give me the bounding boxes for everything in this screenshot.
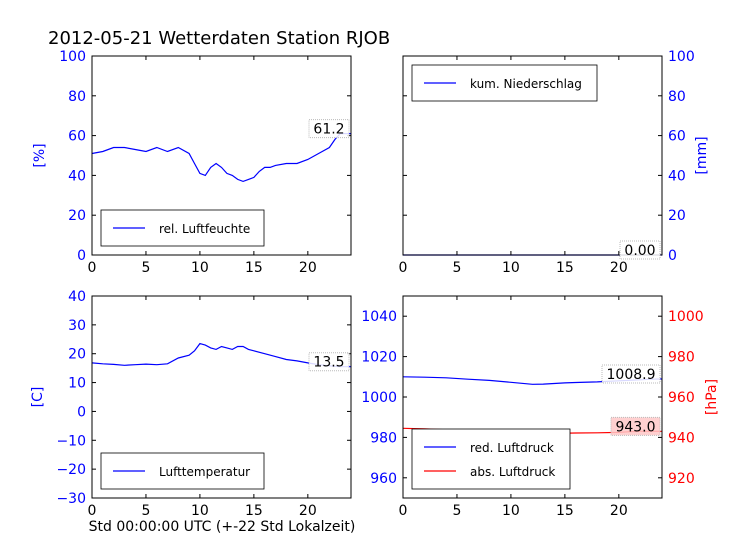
x-tick-label-precipitation-3: 15 bbox=[556, 260, 574, 276]
x-tick-label-temperature-0: 0 bbox=[88, 503, 97, 519]
chart-humidity: 0 5 10 15 20 0 20 40 60 80 100 [%] 61.2 rel. Luftfeuc… bbox=[32, 49, 352, 276]
x-tick-label-temperature-4: 20 bbox=[299, 503, 317, 519]
x-tick-label-precipitation-4: 20 bbox=[610, 260, 628, 276]
x-tick-label-precipitation-1: 5 bbox=[452, 260, 461, 276]
x-tick-label-humidity-4: 20 bbox=[299, 260, 317, 276]
y2-tick-label-pressure-1: 940 bbox=[668, 430, 695, 446]
y-tick-label-humidity-1: 20 bbox=[68, 208, 86, 224]
y-axis-label-temperature: [C] bbox=[30, 387, 46, 408]
y-tick-label-humidity-2: 40 bbox=[68, 168, 86, 184]
x-tick-label-precipitation-0: 0 bbox=[399, 260, 408, 276]
legend-label-precipitation-0: kum. Niederschlag bbox=[470, 77, 582, 91]
plot-frame-humidity bbox=[91, 55, 352, 256]
y2-tick-label-pressure-3: 980 bbox=[668, 350, 695, 366]
x-tick-label-precipitation-2: 10 bbox=[502, 260, 520, 276]
legend-label-humidity-0: rel. Luftfeuchte bbox=[159, 222, 250, 236]
y-tick-label-temperature-7: 40 bbox=[68, 289, 86, 305]
figure-title: 2012-05-21 Wetterdaten Station RJOB bbox=[48, 28, 390, 49]
y-tick-label-precipitation-0: 0 bbox=[668, 248, 677, 264]
value-label-box-pressure-0 bbox=[601, 364, 661, 384]
y-tick-label-temperature-5: 20 bbox=[68, 347, 86, 363]
y-tick-label-precipitation-1: 20 bbox=[668, 208, 686, 224]
value-label-temperature-0: 13.5 bbox=[313, 355, 344, 371]
chart-precipitation: 0 5 10 15 20 0 20 40 60 80 100 [mm] 0.00 kum. Nieders… bbox=[399, 49, 710, 276]
y-tick-label-temperature-3: 0 bbox=[77, 404, 86, 420]
y-tick-label-pressure-3: 1020 bbox=[361, 350, 397, 366]
y-tick-label-precipitation-2: 40 bbox=[668, 168, 686, 184]
y-tick-label-humidity-5: 100 bbox=[59, 49, 86, 65]
y-tick-label-humidity-3: 60 bbox=[68, 129, 86, 145]
y-tick-label-pressure-1: 980 bbox=[370, 430, 397, 446]
series-line-humidity-0 bbox=[91, 133, 351, 183]
x-tick-label-humidity-3: 15 bbox=[245, 260, 263, 276]
series-line-temperature-0 bbox=[91, 342, 351, 368]
y-tick-label-temperature-0: −30 bbox=[56, 491, 86, 507]
figure-xlabel: Std 00:00:00 UTC (+-22 Std Lokalzeit) bbox=[89, 519, 356, 535]
y-axis-label-humidity: [%] bbox=[32, 143, 48, 167]
value-label-pressure-0: 1008.9 bbox=[607, 367, 656, 383]
plot-frame-precipitation bbox=[402, 55, 663, 256]
legend-label-pressure-0: red. Luftdruck bbox=[470, 441, 554, 455]
legend-label-pressure-1: abs. Luftdruck bbox=[470, 465, 555, 479]
y2-tick-label-pressure-2: 960 bbox=[668, 390, 695, 406]
y-tick-label-precipitation-3: 60 bbox=[668, 129, 686, 145]
y-axis-label-pressure: [hPa] bbox=[704, 379, 720, 415]
value-label-box-precipitation-0 bbox=[619, 240, 661, 260]
value-label-humidity-0: 61.2 bbox=[313, 122, 344, 138]
y-tick-label-precipitation-4: 80 bbox=[668, 89, 686, 105]
y-tick-label-temperature-2: −10 bbox=[56, 433, 86, 449]
x-tick-label-temperature-2: 10 bbox=[191, 503, 209, 519]
value-label-box-temperature-0 bbox=[308, 352, 350, 372]
value-label-precipitation-0: 0.00 bbox=[624, 243, 655, 259]
chart-temperature: 0 5 10 15 20 −30 −20 −10 0 10 20 30 40 [C] 13.5 Lufttem… bbox=[30, 289, 352, 519]
legend-box-pressure bbox=[411, 428, 571, 490]
x-tick-label-pressure-3: 15 bbox=[556, 503, 574, 519]
x-tick-label-pressure-4: 20 bbox=[610, 503, 628, 519]
y-tick-label-pressure-0: 960 bbox=[370, 471, 397, 487]
x-tick-label-pressure-2: 10 bbox=[502, 503, 520, 519]
value-label-box-humidity-0 bbox=[308, 119, 350, 139]
value-label-pressure-1: 943.0 bbox=[615, 419, 655, 435]
y-tick-label-pressure-2: 1000 bbox=[361, 390, 397, 406]
x-tick-label-pressure-1: 5 bbox=[452, 503, 461, 519]
y-tick-label-humidity-4: 80 bbox=[68, 89, 86, 105]
x-tick-label-humidity-2: 10 bbox=[191, 260, 209, 276]
y2-tick-label-pressure-4: 1000 bbox=[668, 309, 704, 325]
y-tick-label-humidity-0: 0 bbox=[77, 248, 86, 264]
chart-pressure: 0 5 10 15 20 960 980 1000 1020 1040 920 940 960 980 10… bbox=[361, 295, 720, 519]
y-tick-label-temperature-6: 30 bbox=[68, 318, 86, 334]
legend-label-temperature-0: Lufttemperatur bbox=[159, 465, 250, 479]
y-tick-label-pressure-4: 1040 bbox=[361, 309, 397, 325]
plot-frame-temperature bbox=[91, 295, 352, 499]
y2-tick-label-pressure-0: 920 bbox=[668, 471, 695, 487]
y-axis-label-precipitation: [mm] bbox=[694, 136, 710, 174]
x-tick-label-temperature-3: 15 bbox=[245, 503, 263, 519]
x-tick-label-pressure-0: 0 bbox=[399, 503, 408, 519]
x-tick-label-humidity-0: 0 bbox=[88, 260, 97, 276]
y-tick-label-temperature-4: 10 bbox=[68, 376, 86, 392]
y-tick-label-precipitation-5: 100 bbox=[668, 49, 695, 65]
x-tick-label-humidity-1: 5 bbox=[141, 260, 150, 276]
y-tick-label-temperature-1: −20 bbox=[56, 462, 86, 478]
x-tick-label-temperature-1: 5 bbox=[141, 503, 150, 519]
value-label-box-pressure-1 bbox=[610, 416, 661, 436]
